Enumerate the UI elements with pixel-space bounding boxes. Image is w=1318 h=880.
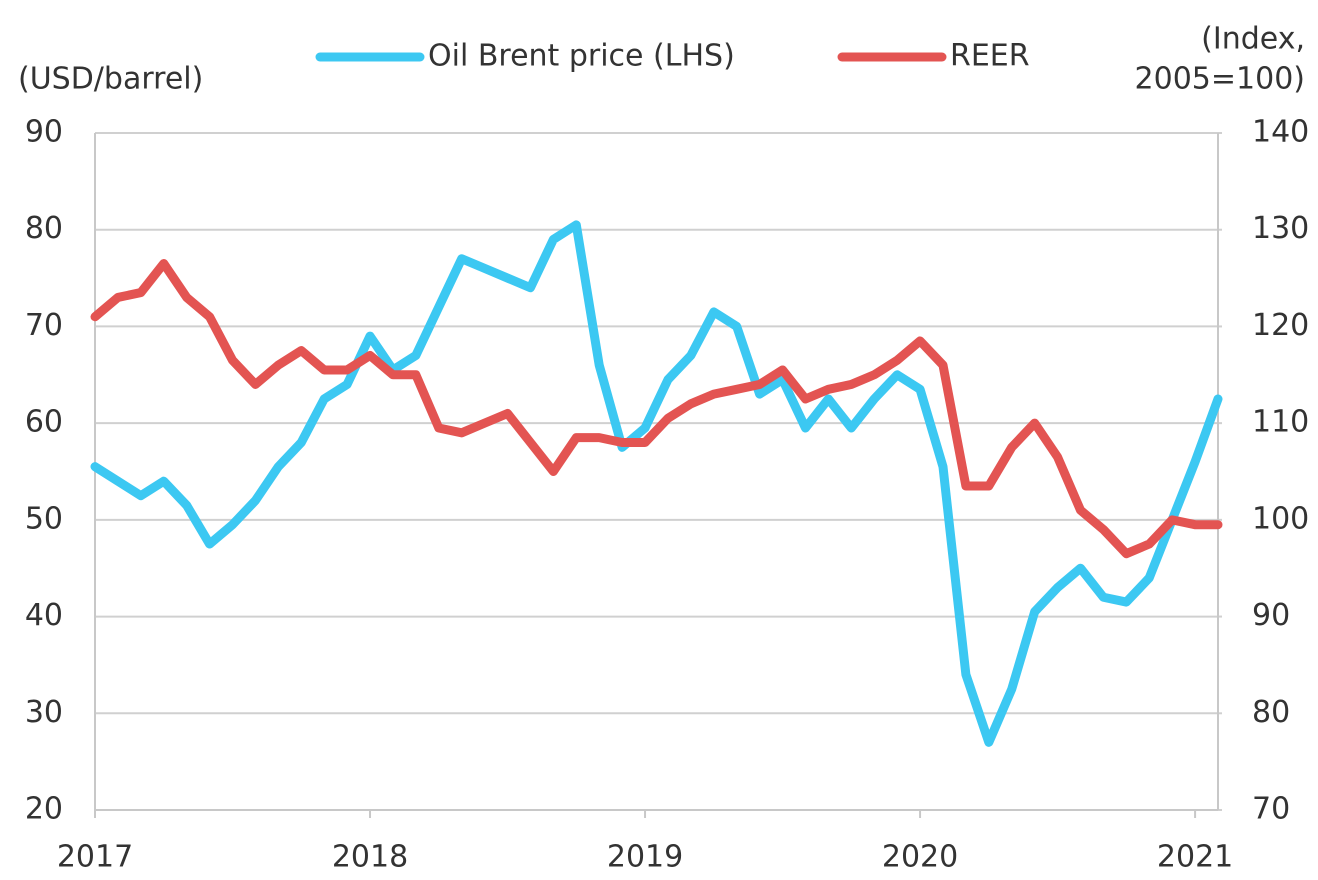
y-tick-label: 30: [25, 695, 63, 730]
x-tick-label: 2019: [607, 840, 683, 875]
y2-tick-label: 100: [1252, 501, 1309, 536]
series-line: [90, 259, 1223, 559]
y2-tick-label: 70: [1252, 792, 1290, 827]
y2-tick-label: 120: [1252, 308, 1309, 343]
y-tick-label: 20: [25, 792, 63, 827]
y2-tick-label: 110: [1252, 405, 1309, 440]
legend-label: REER: [950, 39, 1030, 74]
y-tick-label: 40: [25, 598, 63, 633]
y2-axis-label: (Index,: [1201, 22, 1305, 57]
y-tick-label: 80: [25, 211, 63, 246]
y2-tick-label: 130: [1252, 211, 1309, 246]
x-tick-label: 2018: [332, 840, 408, 875]
legend-label: Oil Brent price (LHS): [428, 39, 735, 74]
y-tick-label: 70: [25, 308, 63, 343]
x-tick-label: 2020: [882, 840, 958, 875]
series-line: [90, 220, 1223, 747]
x-tick-label: 2021: [1157, 840, 1233, 875]
y-axis-label: (USD/barrel): [18, 62, 203, 97]
y2-tick-label: 140: [1252, 115, 1309, 150]
y2-axis-label: 2005=100): [1135, 62, 1305, 97]
x-tick-label: 2017: [57, 840, 133, 875]
y2-tick-label: 80: [1252, 695, 1290, 730]
y-tick-label: 50: [25, 501, 63, 536]
y-tick-label: 90: [25, 115, 63, 150]
y2-tick-label: 90: [1252, 598, 1290, 633]
y-tick-label: 60: [25, 405, 63, 440]
